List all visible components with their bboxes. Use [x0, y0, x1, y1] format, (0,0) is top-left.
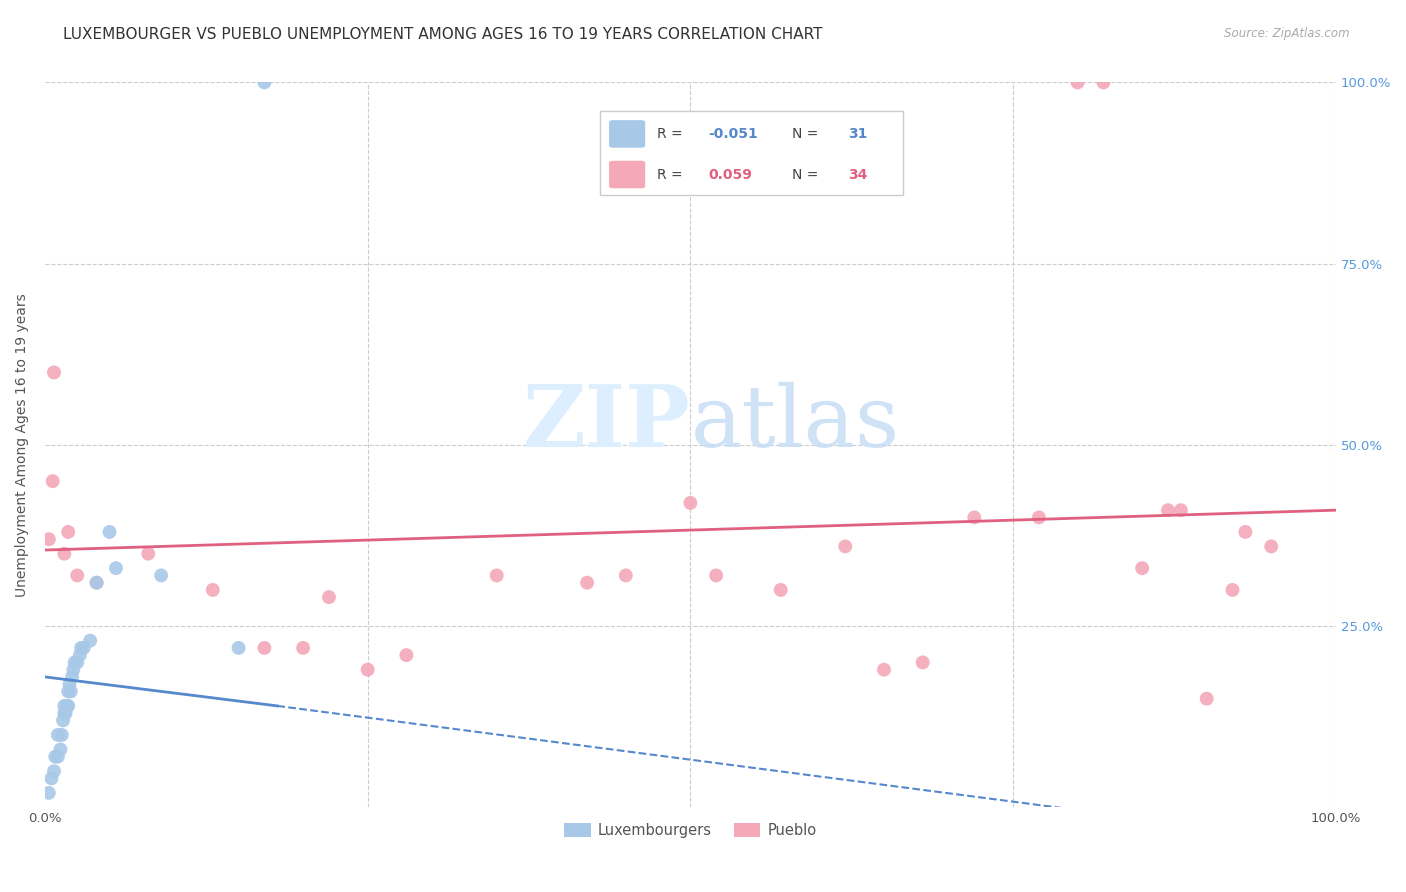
Point: [58, 684, 80, 698]
Point: [318, 590, 340, 604]
Point: [704, 568, 727, 582]
Point: [56, 698, 79, 713]
Point: [201, 582, 224, 597]
Point: [136, 547, 159, 561]
Point: [86, 575, 108, 590]
Point: [485, 568, 508, 582]
Point: [42, 366, 65, 380]
Point: [62, 663, 84, 677]
Point: [1222, 582, 1244, 597]
Point: [51, 728, 73, 742]
Point: [58, 698, 80, 713]
Point: [150, 568, 173, 582]
Point: [911, 656, 934, 670]
Text: R =: R =: [657, 127, 686, 141]
Point: [679, 496, 702, 510]
Point: [1260, 540, 1282, 554]
Text: -0.051: -0.051: [709, 127, 758, 141]
Point: [53, 547, 76, 561]
Point: [38, 786, 60, 800]
Point: [41, 474, 63, 488]
FancyBboxPatch shape: [609, 161, 645, 188]
FancyBboxPatch shape: [609, 120, 645, 148]
Point: [53, 706, 76, 721]
Point: [769, 582, 792, 597]
Point: [58, 524, 80, 539]
Y-axis label: Unemployment Among Ages 16 to 19 years: Unemployment Among Ages 16 to 19 years: [15, 293, 30, 597]
Point: [69, 648, 91, 662]
Point: [253, 75, 276, 89]
Text: R =: R =: [657, 168, 686, 181]
Point: [63, 656, 86, 670]
Text: 0.059: 0.059: [709, 168, 752, 181]
Point: [1234, 524, 1257, 539]
Point: [44, 749, 66, 764]
Point: [86, 575, 108, 590]
Point: [79, 633, 101, 648]
Point: [357, 663, 380, 677]
Point: [104, 561, 127, 575]
Text: 31: 31: [848, 127, 868, 141]
Point: [1157, 503, 1180, 517]
Point: [614, 568, 637, 582]
Legend: Luxembourgers, Pueblo: Luxembourgers, Pueblo: [558, 817, 823, 844]
Point: [253, 640, 276, 655]
Point: [228, 640, 250, 655]
Point: [38, 532, 60, 546]
Point: [66, 568, 89, 582]
Point: [66, 656, 89, 670]
Point: [963, 510, 986, 524]
Point: [58, 677, 80, 691]
Point: [873, 663, 896, 677]
Point: [1092, 75, 1115, 89]
Point: [59, 684, 82, 698]
Point: [41, 772, 63, 786]
Point: [46, 728, 69, 742]
Point: [1028, 510, 1050, 524]
Point: [52, 714, 75, 728]
Text: N =: N =: [793, 168, 823, 181]
Point: [395, 648, 418, 662]
Point: [834, 540, 856, 554]
Point: [42, 764, 65, 779]
FancyBboxPatch shape: [600, 112, 903, 194]
Text: 34: 34: [848, 168, 868, 181]
Point: [1130, 561, 1153, 575]
Text: Source: ZipAtlas.com: Source: ZipAtlas.com: [1225, 27, 1350, 40]
Text: N =: N =: [793, 127, 823, 141]
Point: [53, 698, 76, 713]
Point: [292, 640, 315, 655]
Text: atlas: atlas: [690, 382, 900, 465]
Point: [576, 575, 599, 590]
Point: [49, 742, 72, 756]
Text: LUXEMBOURGER VS PUEBLO UNEMPLOYMENT AMONG AGES 16 TO 19 YEARS CORRELATION CHART: LUXEMBOURGER VS PUEBLO UNEMPLOYMENT AMON…: [63, 27, 823, 42]
Point: [1066, 75, 1088, 89]
Point: [60, 670, 83, 684]
Point: [46, 749, 69, 764]
Text: ZIP: ZIP: [523, 381, 690, 465]
Point: [1170, 503, 1192, 517]
Point: [55, 706, 77, 721]
Point: [70, 640, 93, 655]
Point: [73, 640, 96, 655]
Point: [1195, 691, 1218, 706]
Point: [98, 524, 121, 539]
